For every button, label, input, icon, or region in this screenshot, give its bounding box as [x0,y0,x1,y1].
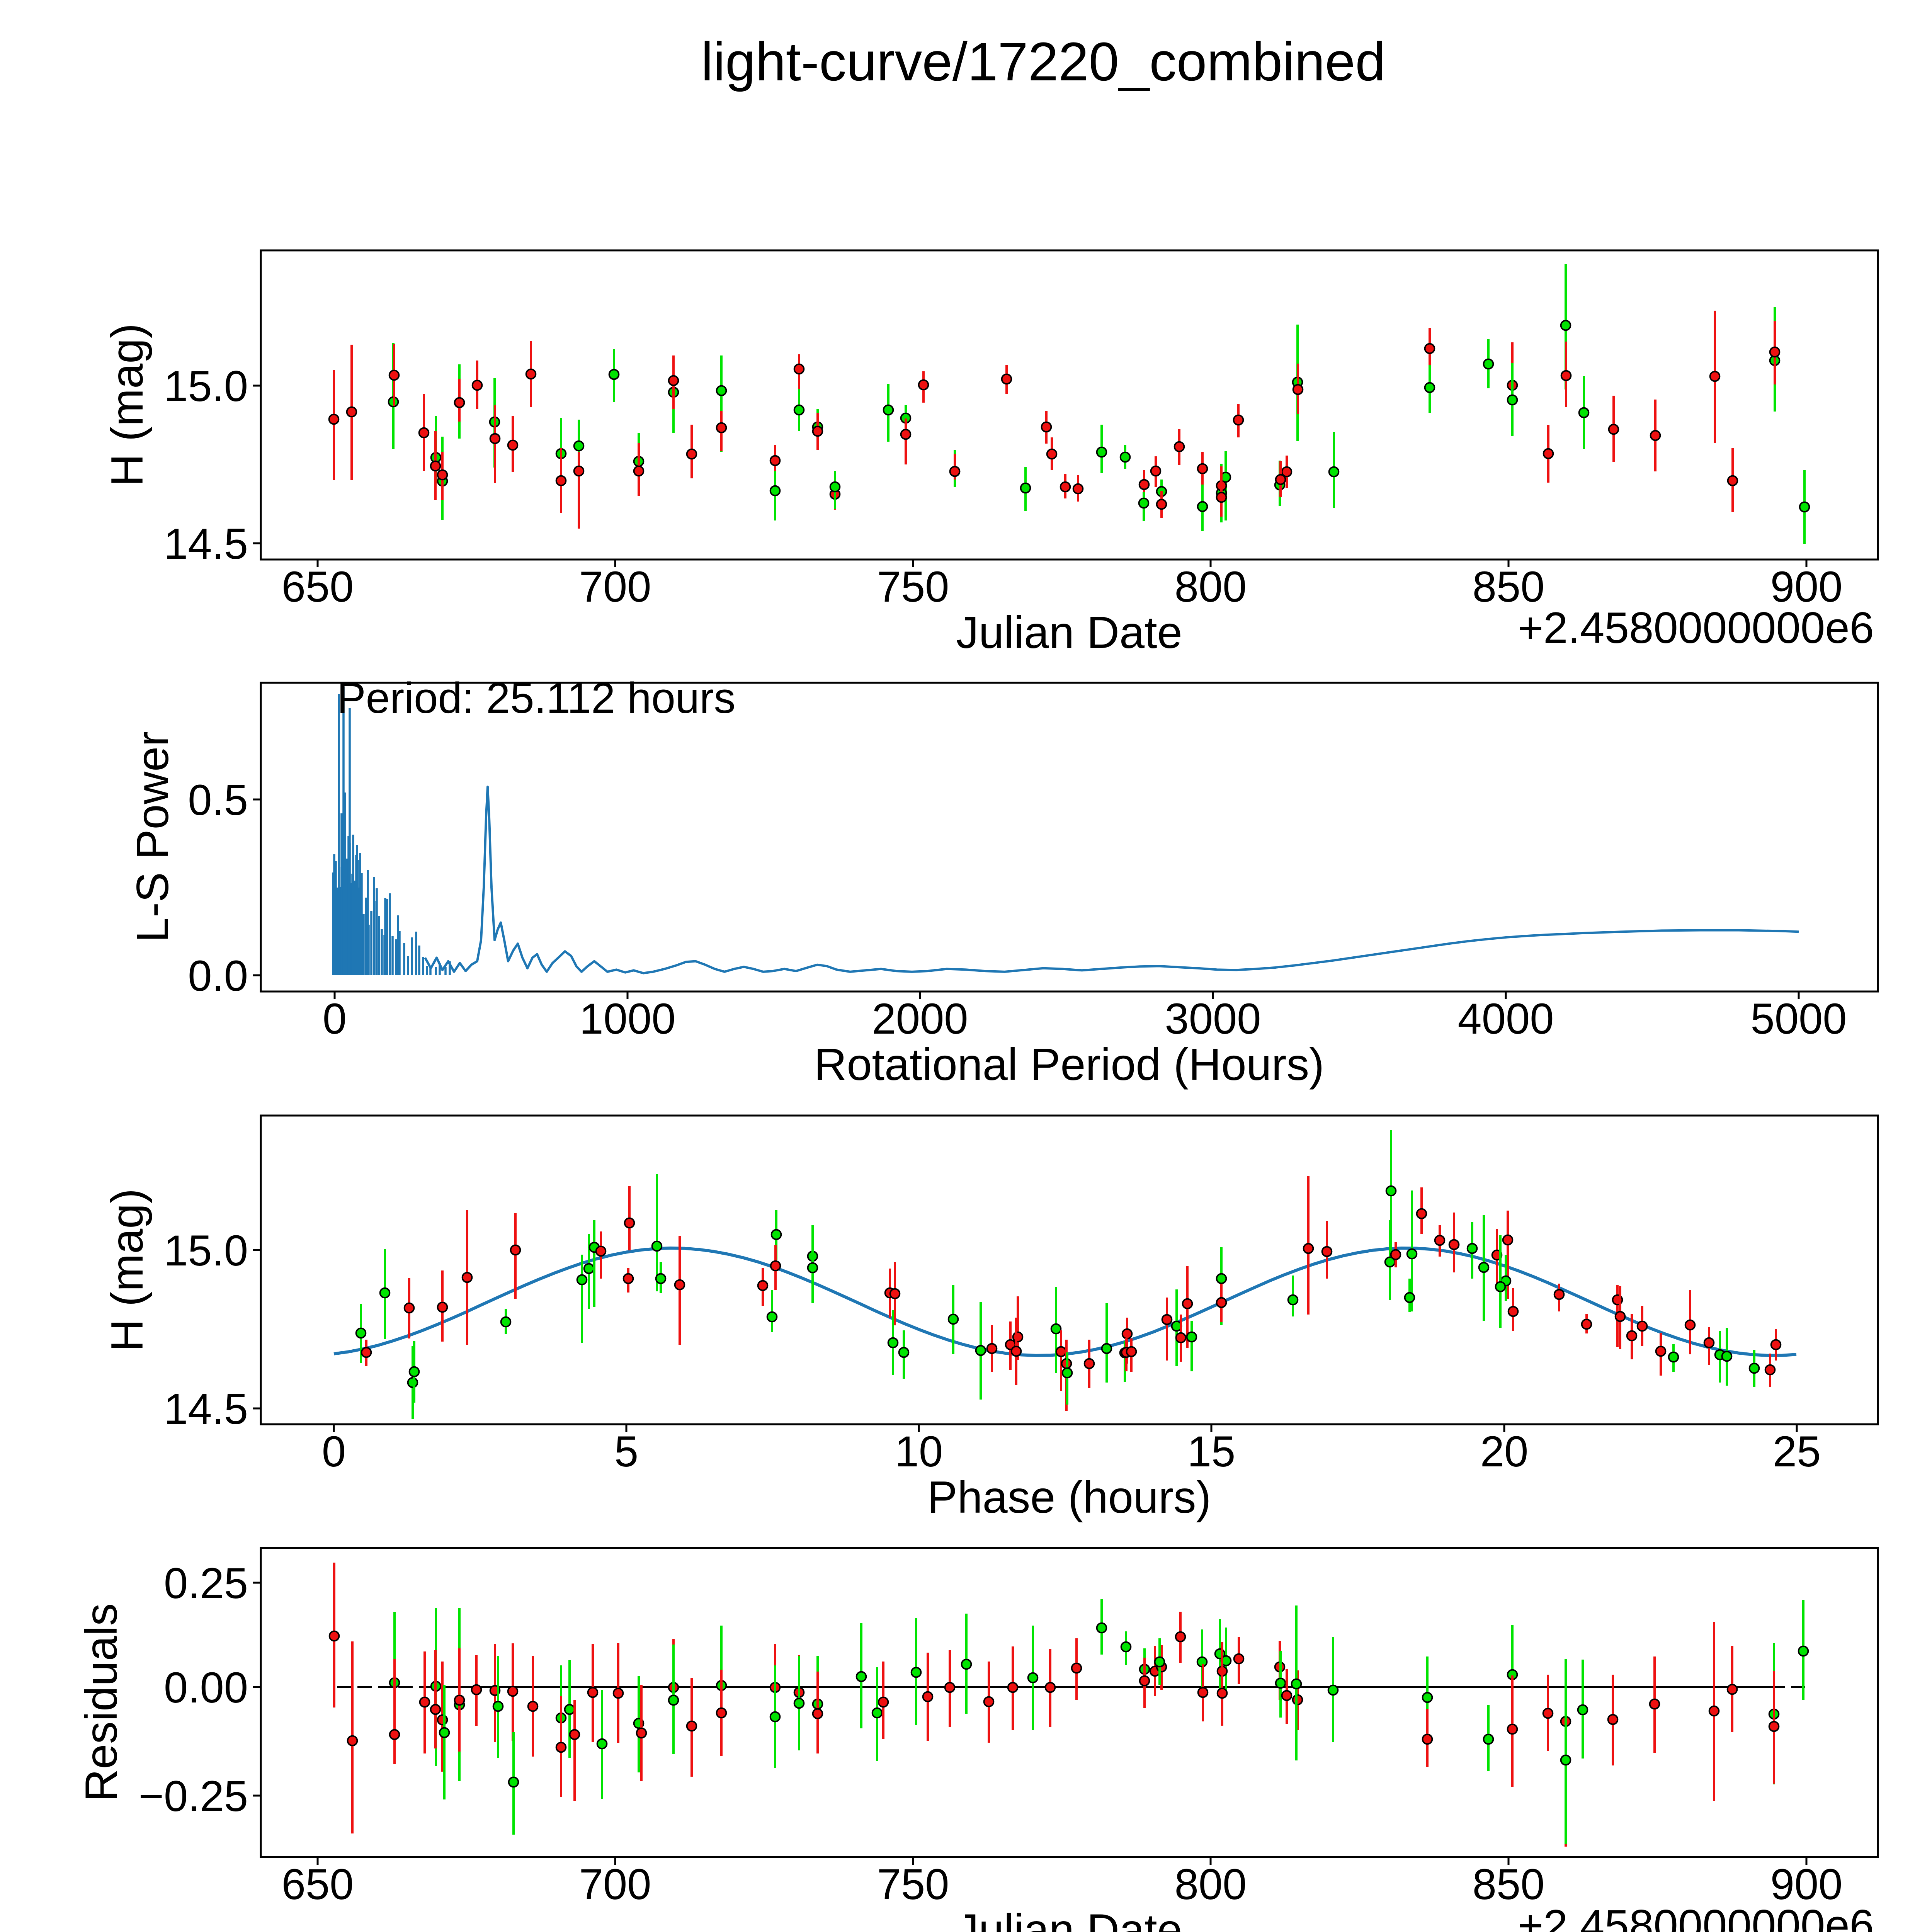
svg-text:0.0: 0.0 [188,952,248,1000]
svg-text:14.5: 14.5 [164,520,248,568]
svg-text:750: 750 [877,1860,949,1908]
svg-text:900: 900 [1770,563,1843,611]
svg-text:3000: 3000 [1165,995,1261,1043]
svg-text:2000: 2000 [872,995,968,1043]
svg-text:850: 850 [1473,1860,1545,1908]
svg-text:650: 650 [282,1860,354,1908]
svg-text:5: 5 [614,1427,638,1476]
svg-text:800: 800 [1175,1860,1247,1908]
svg-text:900: 900 [1770,1860,1843,1908]
svg-text:750: 750 [877,563,949,611]
svg-text:25: 25 [1773,1427,1821,1476]
svg-text:0: 0 [323,995,347,1043]
svg-text:14.5: 14.5 [164,1385,248,1433]
svg-text:Phase (hours): Phase (hours) [927,1472,1211,1522]
svg-text:15: 15 [1187,1427,1236,1476]
svg-text:+2.4580000000e6: +2.4580000000e6 [1518,1901,1874,1932]
svg-text:1000: 1000 [579,995,675,1043]
svg-text:700: 700 [579,563,651,611]
svg-text:Period: 25.112 hours: Period: 25.112 hours [337,674,736,722]
svg-text:Julian Date: Julian Date [956,607,1182,658]
svg-text:700: 700 [579,1860,651,1908]
svg-text:light-curve/17220_combined: light-curve/17220_combined [701,31,1385,92]
svg-text:0.5: 0.5 [188,776,248,824]
svg-text:H (mag): H (mag) [102,323,152,487]
svg-text:H (mag): H (mag) [102,1189,152,1352]
svg-text:0.00: 0.00 [164,1663,248,1712]
svg-text:5000: 5000 [1750,995,1847,1043]
svg-text:800: 800 [1175,563,1247,611]
svg-text:0: 0 [322,1427,346,1476]
svg-text:15.0: 15.0 [164,362,248,410]
svg-text:20: 20 [1480,1427,1529,1476]
svg-text:4000: 4000 [1458,995,1554,1043]
svg-text:15.0: 15.0 [164,1226,248,1275]
svg-text:650: 650 [282,563,354,611]
svg-text:850: 850 [1473,563,1545,611]
svg-text:Rotational Period (Hours): Rotational Period (Hours) [814,1039,1324,1090]
svg-text:0.25: 0.25 [164,1559,248,1607]
svg-text:10: 10 [895,1427,943,1476]
svg-text:+2.4580000000e6: +2.4580000000e6 [1518,604,1874,653]
svg-text:L-S Power: L-S Power [127,731,178,942]
svg-text:Julian Date: Julian Date [956,1905,1182,1932]
svg-text:Residuals: Residuals [76,1603,126,1802]
svg-text:−0.25: −0.25 [139,1772,248,1820]
